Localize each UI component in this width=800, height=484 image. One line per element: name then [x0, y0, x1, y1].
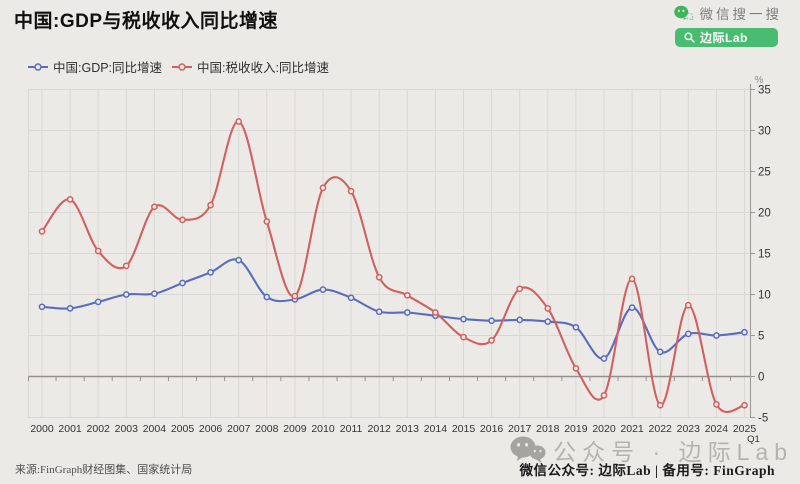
svg-text:2000: 2000	[30, 423, 54, 435]
svg-text:%: %	[755, 75, 764, 86]
svg-text:2008: 2008	[255, 423, 279, 435]
source-note: 来源:FinGraph财经图集、国家统计局	[15, 464, 193, 476]
series-1-line	[38, 118, 748, 414]
watermark-text: 公众号 · 边际Lab	[553, 439, 793, 465]
svg-text:2018: 2018	[536, 423, 560, 435]
wechat-logo-icon	[673, 5, 694, 21]
svg-text:15: 15	[758, 249, 771, 261]
chart-title: 中国:GDP与税收收入同比增速	[14, 11, 279, 32]
svg-text:2013: 2013	[396, 423, 420, 435]
wechat-watermark-icon	[510, 436, 546, 463]
svg-text:2002: 2002	[87, 423, 111, 435]
legend-line-marker-icon	[172, 62, 193, 71]
x-axis-zero-line	[28, 375, 751, 381]
search-icon	[684, 32, 695, 43]
svg-text:2017: 2017	[508, 423, 532, 435]
svg-text:2010: 2010	[311, 423, 335, 435]
svg-text:2015: 2015	[452, 423, 476, 435]
wechat-search-brand: 微信搜一搜	[673, 3, 783, 23]
legend-line-marker-icon	[28, 62, 48, 71]
horizontal-gridlines	[28, 89, 751, 418]
svg-text:2023: 2023	[677, 423, 701, 435]
svg-text:2014: 2014	[424, 423, 448, 435]
wechat-search-query: 边际Lab	[700, 31, 748, 45]
watermark: 公众号 · 边际Lab	[510, 433, 793, 467]
svg-text:2019: 2019	[564, 423, 588, 435]
svg-text:2006: 2006	[199, 423, 223, 435]
svg-text:-5: -5	[758, 413, 768, 425]
wechat-search-pill[interactable]: 边际Lab	[675, 28, 778, 47]
footer-accounts: 微信公众号: 边际Lab | 备用号: FinGraph	[519, 463, 775, 478]
svg-text:Q1: Q1	[747, 434, 760, 445]
svg-text:2007: 2007	[227, 423, 251, 435]
svg-text:2001: 2001	[58, 423, 82, 435]
svg-text:5: 5	[758, 331, 764, 343]
svg-text:2021: 2021	[620, 423, 644, 435]
svg-text:25: 25	[758, 167, 771, 179]
svg-text:2003: 2003	[115, 423, 139, 435]
svg-text:10: 10	[758, 290, 771, 302]
svg-text:2022: 2022	[649, 423, 673, 435]
svg-text:2020: 2020	[592, 423, 616, 435]
legend-label-tax: 中国:税收收入:同比增速	[197, 61, 329, 75]
y-axis	[749, 84, 755, 418]
chart-legend: 中国:GDP:同比增速 中国:税收收入:同比增速	[28, 57, 329, 76]
legend-item-gdp[interactable]: 中国:GDP:同比增速	[28, 57, 162, 76]
svg-text:2011: 2011	[340, 423, 363, 435]
series-0-line	[38, 256, 748, 362]
legend-item-tax[interactable]: 中国:税收收入:同比增速	[172, 57, 329, 76]
svg-text:20: 20	[758, 208, 771, 220]
svg-text:2012: 2012	[368, 423, 392, 435]
svg-text:2009: 2009	[283, 423, 307, 435]
svg-text:2016: 2016	[480, 423, 504, 435]
svg-text:30: 30	[758, 126, 771, 138]
legend-label-gdp: 中国:GDP:同比增速	[53, 61, 163, 75]
svg-text:35: 35	[758, 85, 771, 97]
svg-text:2005: 2005	[171, 423, 195, 435]
svg-text:2025: 2025	[733, 423, 757, 435]
wechat-search-brand-label: 微信搜一搜	[699, 7, 782, 22]
svg-text:0: 0	[758, 372, 764, 384]
svg-text:2024: 2024	[705, 423, 729, 435]
svg-text:2004: 2004	[143, 423, 167, 435]
